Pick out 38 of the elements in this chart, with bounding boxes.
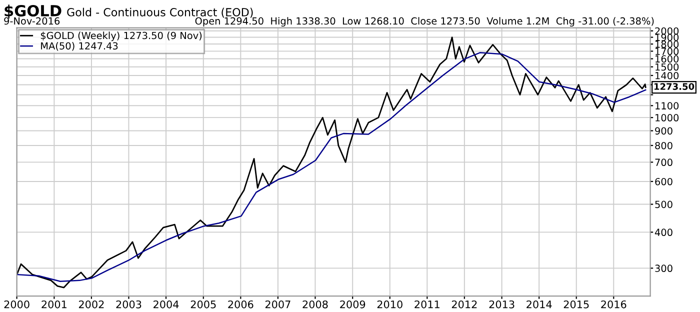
y-tick-label: 1600 [656, 55, 679, 63]
y-tick-label: 1700 [656, 48, 679, 56]
x-tick-label: 2015 [564, 300, 589, 308]
x-tick-label: 2010 [377, 300, 402, 308]
y-tick-label: 400 [654, 228, 672, 236]
x-tick-label: 2005 [190, 300, 216, 308]
y-tick-label: 900 [655, 127, 672, 135]
x-tick-label: 2009 [340, 300, 366, 308]
x-tick-label: 2003 [116, 300, 142, 308]
x-tick-label: 2001 [42, 300, 66, 308]
text: 9-Nov-2016 [4, 17, 60, 25]
annotation: 1273.50 [654, 83, 694, 90]
y-tick-label: 1000 [656, 114, 679, 122]
chart-title: $GOLD [4, 4, 62, 19]
y-tick-label: 600 [655, 178, 672, 186]
x-tick-label: 2016 [601, 300, 626, 308]
x-tick-label: 2011 [414, 300, 440, 308]
x-tick-label: 2008 [302, 300, 328, 308]
y-tick-label: 1100 [656, 102, 679, 110]
text: Open 1294.50 High 1338.30 Low 1268.10 Close 1273.50 Volume 1.2M Chg -31.00 (-2.38%) [195, 17, 654, 27]
x-tick-label: 2007 [265, 300, 290, 308]
x-tick-label: 2006 [228, 300, 254, 308]
legend-label: $GOLD (Weekly) 1273.50 (9 Nov) [40, 32, 202, 42]
x-tick-label: 2012 [452, 300, 477, 308]
y-tick-label: 500 [655, 200, 672, 208]
y-tick-label: 1400 [656, 72, 679, 80]
y-tick-label: 300 [655, 264, 672, 272]
legend-label: MA(50) 1247.43 [41, 42, 118, 51]
y-tick-label: 1800 [656, 40, 679, 48]
x-tick-label: 2000 [4, 300, 30, 308]
y-tick-label: 800 [655, 142, 672, 150]
chart-subtitle: Gold - Continuous Contract (EOD) [67, 8, 253, 18]
x-tick-label: 2004 [154, 300, 179, 308]
x-tick-label: 2013 [489, 300, 514, 308]
x-tick-label: 2002 [78, 300, 104, 308]
y-tick-label: 1500 [656, 63, 679, 71]
y-tick-label: 700 [655, 158, 672, 166]
x-tick-label: 2014 [526, 300, 552, 308]
